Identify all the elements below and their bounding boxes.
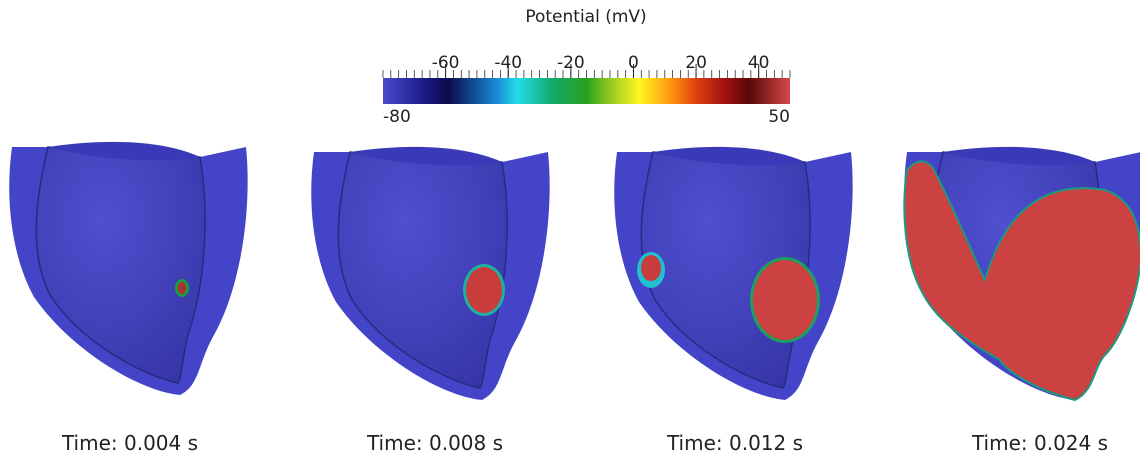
range-label: -80: [383, 107, 411, 127]
colorbar: [383, 78, 790, 104]
figure: Potential (mV) -60 -40 -20 0 20 40 -80 50 Time:…: [0, 0, 1140, 466]
panel-label: Time: 0.024 s: [971, 431, 1108, 455]
heart-render: [311, 147, 549, 400]
tick-label: 20: [685, 53, 707, 73]
panel-label: Time: 0.012 s: [666, 431, 803, 455]
heart-render: [9, 142, 247, 395]
heart-render: [904, 147, 1140, 400]
panel-label: Time: 0.008 s: [366, 431, 503, 455]
tick-label: -20: [557, 53, 585, 73]
panel-label: Time: 0.004 s: [61, 431, 198, 455]
tick-label: 40: [748, 53, 770, 73]
range-label: 50: [768, 107, 790, 127]
tick-label: 0: [628, 53, 639, 73]
tick-label: -60: [432, 53, 460, 73]
colorbar-title: Potential (mV): [525, 7, 646, 27]
tick-label: -40: [494, 53, 522, 73]
heart-render: [614, 147, 852, 400]
